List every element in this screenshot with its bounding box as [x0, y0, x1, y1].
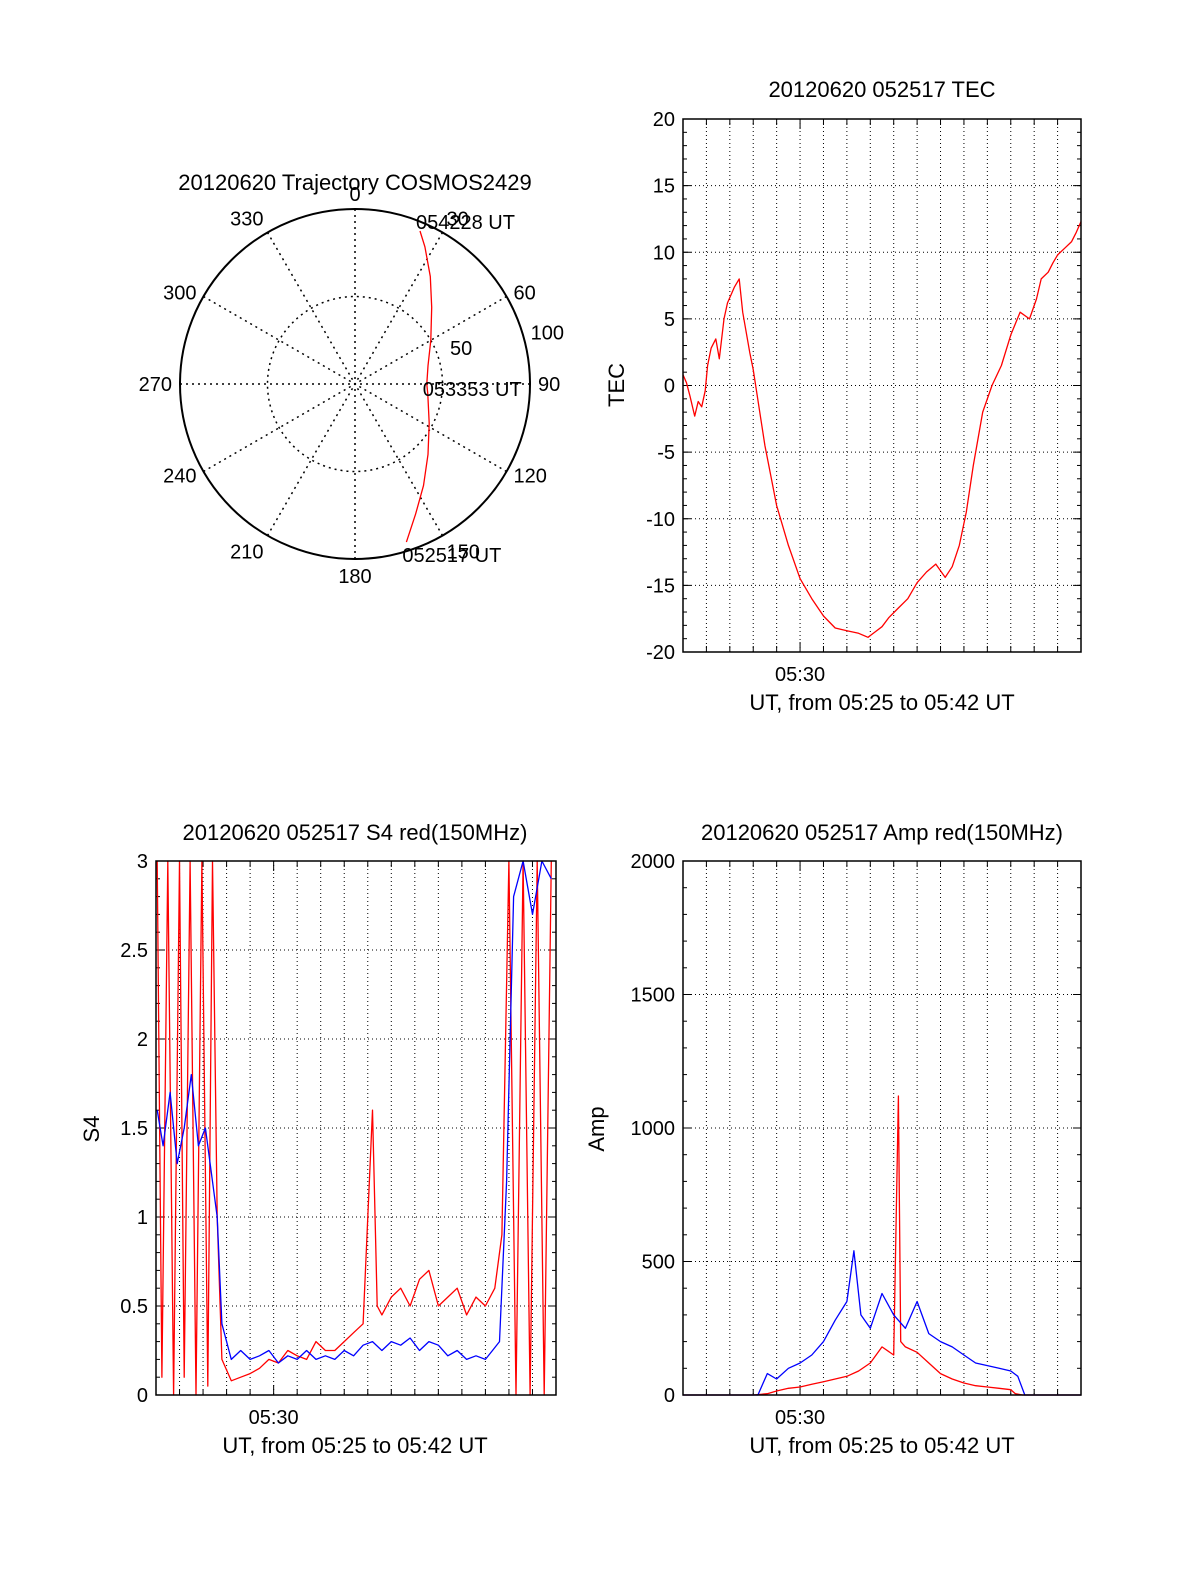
s4-chart-title: 20120620 052517 S4 red(150MHz) — [183, 820, 528, 845]
s4-y-tick-label: 2 — [137, 1029, 148, 1051]
tec-chart: 20120620 052517 TEC UT, from 05:25 to 05… — [604, 77, 1082, 715]
s4-y-tick-label: 0 — [137, 1385, 148, 1407]
polar-annotations: 054228 UT 053353 UT 052517 UT — [402, 212, 521, 567]
polar-radius-labels: 50 100 — [450, 323, 564, 360]
tec-y-tick-label: -20 — [646, 642, 675, 664]
polar-time-annotation: 054228 UT — [416, 212, 515, 234]
s4-y-axis-label: S4 — [79, 1116, 104, 1143]
amp-chart-title: 20120620 052517 Amp red(150MHz) — [701, 820, 1063, 845]
s4-y-tick-label: 2.5 — [120, 940, 148, 962]
tec-y-tick-label: 15 — [653, 176, 675, 198]
polar-radius-label: 100 — [531, 323, 564, 345]
polar-angle-label: 90 — [538, 374, 560, 396]
tec-y-tick-label: 0 — [664, 376, 675, 398]
tec-x-axis-label: UT, from 05:25 to 05:42 UT — [749, 690, 1014, 715]
polar-angle-label: 120 — [513, 466, 546, 488]
tec-y-tick-label: 20 — [653, 109, 675, 131]
tec-plot-frame — [682, 118, 1082, 653]
tec-y-axis-label: TEC — [604, 363, 629, 407]
s4-series-line-2 — [156, 860, 552, 1364]
polar-trajectory-chart: 20120620 Trajectory COSMOS2429 0 30 60 90 12… — [139, 170, 564, 588]
polar-angle-label: 60 — [513, 283, 535, 305]
tec-y-tick-label: -10 — [646, 509, 675, 531]
amp-y-tick-label: 1000 — [631, 1118, 676, 1140]
polar-angle-label: 240 — [163, 466, 196, 488]
amp-y-tick-label: 0 — [664, 1385, 675, 1407]
s4-plot-frame — [155, 860, 557, 1396]
polar-angle-label: 270 — [139, 374, 172, 396]
polar-angle-label: 330 — [230, 209, 263, 231]
amp-x-axis-label: UT, from 05:25 to 05:42 UT — [749, 1433, 1014, 1458]
polar-grid-spoke — [266, 232, 444, 536]
polar-angle-label: 210 — [230, 541, 263, 563]
tec-y-tick-label: 10 — [653, 242, 675, 264]
polar-angle-label: 30 — [447, 209, 469, 231]
amp-plot-frame — [682, 860, 1082, 1396]
tec-y-tick-label: -5 — [657, 442, 675, 464]
amp-y-tick-label: 2000 — [631, 851, 676, 873]
polar-series — [405, 230, 433, 543]
s4-series-line-1 — [156, 860, 552, 1396]
amp-chart: 20120620 052517 Amp red(150MHz) UT, from… — [584, 820, 1082, 1458]
tec-x-tick-label: 05:30 — [775, 664, 825, 686]
s4-x-axis-label: UT, from 05:25 to 05:42 UT — [222, 1433, 487, 1458]
tec-chart-title: 20120620 052517 TEC — [768, 77, 995, 102]
amp-y-tick-label: 500 — [642, 1252, 675, 1274]
s4-x-tick-label: 05:30 — [249, 1407, 299, 1429]
amp-series-line-1 — [683, 1095, 1081, 1396]
polar-grid — [179, 208, 531, 560]
polar-angle-label: 0 — [349, 184, 360, 206]
tec-y-tick-label: -15 — [646, 575, 675, 597]
amp-x-tick-label: 05:30 — [775, 1407, 825, 1429]
amp-series-line-2 — [683, 1250, 1081, 1396]
s4-y-tick-label: 1 — [137, 1207, 148, 1229]
polar-time-annotation: 052517 UT — [402, 545, 501, 567]
tec-y-tick-label: 5 — [664, 309, 675, 331]
s4-y-tick-label: 3 — [137, 851, 148, 873]
polar-grid-circle — [266, 295, 444, 473]
polar-title: 20120620 Trajectory COSMOS2429 — [178, 170, 531, 195]
s4-y-tick-label: 1.5 — [120, 1118, 148, 1140]
polar-time-annotation: 053353 UT — [423, 379, 522, 401]
amp-y-axis-label: Amp — [584, 1106, 609, 1151]
polar-angle-label: 150 — [447, 541, 480, 563]
polar-angle-label: 300 — [163, 283, 196, 305]
polar-angle-labels: 0 30 60 90 120 150 180 210 240 270 300 330 — [139, 184, 561, 588]
polar-angle-label: 180 — [338, 566, 371, 588]
s4-y-tick-label: 0.5 — [120, 1296, 148, 1318]
s4-chart: 20120620 052517 S4 red(150MHz) UT, from … — [79, 820, 557, 1458]
tec-series-line-1 — [682, 221, 1082, 638]
polar-trajectory-line — [405, 230, 433, 543]
polar-radius-label: 50 — [450, 338, 472, 360]
amp-y-tick-label: 1500 — [631, 985, 676, 1007]
